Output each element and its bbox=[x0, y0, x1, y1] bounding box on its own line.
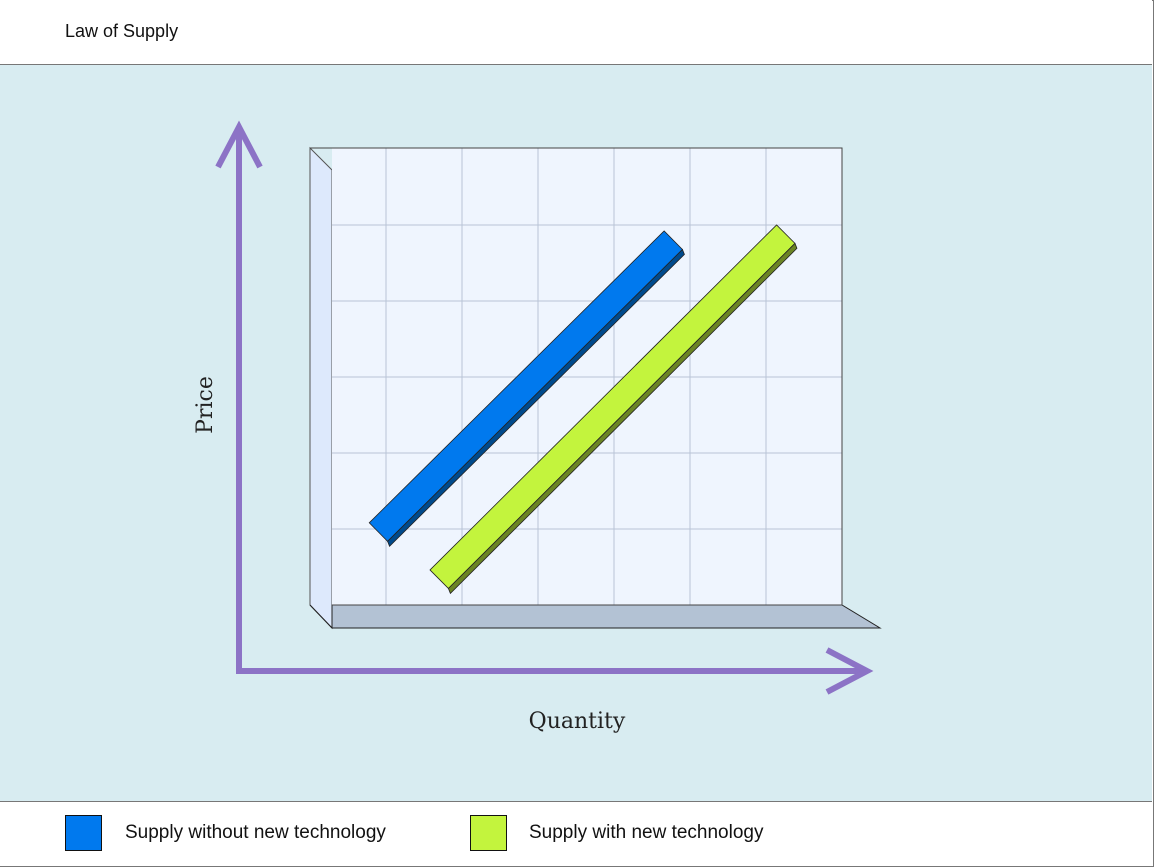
floor bbox=[331, 604, 882, 629]
supply-line-face bbox=[368, 230, 683, 542]
legend-label-without-tech: Supply without new technology bbox=[125, 822, 386, 843]
legend-swatch-without-tech bbox=[65, 815, 102, 851]
supply-line-2 bbox=[429, 224, 798, 595]
header: Law of Supply bbox=[0, 0, 1152, 65]
legend-label-with-tech: Supply with new technology bbox=[529, 822, 764, 843]
back-wall-border bbox=[310, 147, 843, 606]
left-wall bbox=[309, 146, 333, 630]
price-axis bbox=[215, 120, 263, 672]
quantity-axis bbox=[236, 647, 874, 695]
y-axis-label: Price bbox=[193, 376, 218, 434]
supply-line-1 bbox=[368, 230, 685, 547]
supply-line-face bbox=[429, 224, 796, 589]
x-axis-label: Quantity bbox=[529, 709, 626, 734]
left-wall-edge bbox=[309, 604, 333, 629]
legend-swatch-with-tech bbox=[470, 815, 507, 851]
diagram-title: Law of Supply bbox=[65, 21, 179, 41]
legend: Supply without new technology Supply wit… bbox=[0, 801, 1152, 866]
